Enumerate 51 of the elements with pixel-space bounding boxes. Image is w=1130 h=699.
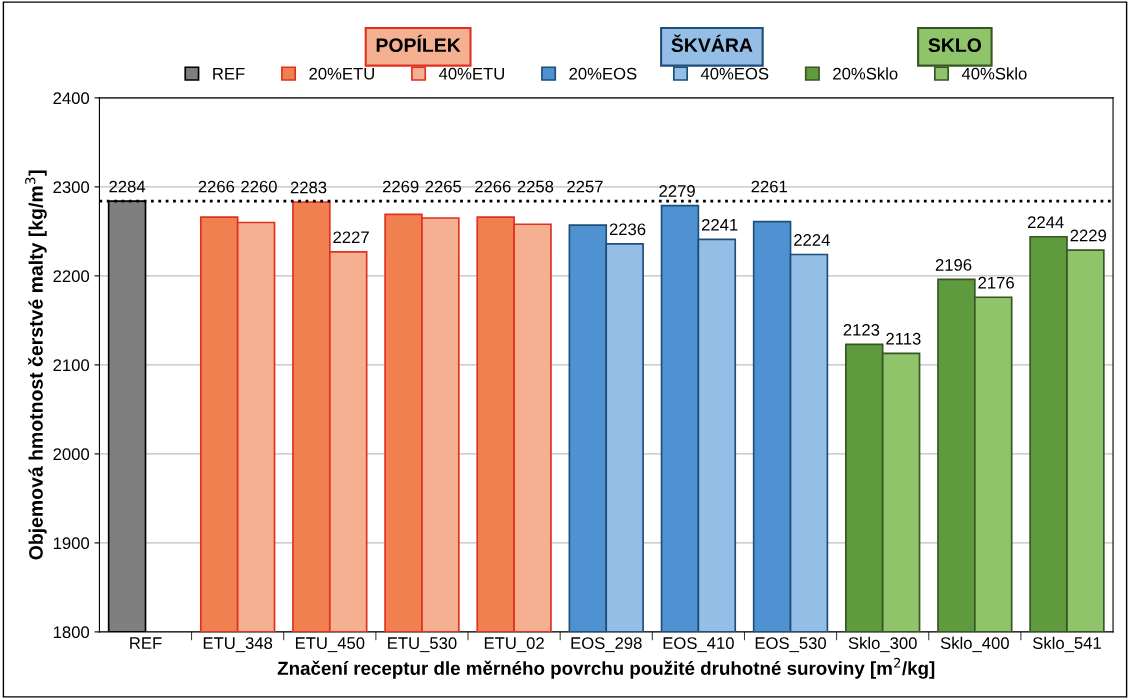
y-tick-label: 2300: [53, 181, 90, 194]
data-label: 2283: [290, 181, 327, 194]
data-label: 2265: [425, 180, 462, 193]
x-tick-label: REF: [130, 637, 162, 649]
x-tick-label: Sklo_400: [940, 636, 1009, 653]
x-tick-label: EOS_298: [571, 637, 642, 653]
data-label: 2261: [751, 180, 787, 193]
y-tick-label: 2000: [53, 448, 90, 461]
data-label: 2266: [198, 180, 235, 193]
text: ŠKVÁRA: [671, 34, 753, 53]
x-tick-label: ETU_02: [484, 637, 544, 653]
y-tick-label: 1800: [53, 626, 90, 639]
y-tick-label: 2400: [53, 92, 90, 105]
data-label: 2236: [609, 223, 646, 236]
data-label: 2227: [333, 231, 369, 244]
legend-label: 20%EOS: [569, 67, 637, 80]
legend-label: 20%ETU: [309, 67, 374, 80]
data-label: 2266: [475, 180, 511, 193]
data-label: 2241: [701, 218, 738, 231]
x-tick-label: ETU_530: [388, 637, 457, 653]
data-label: 2279: [659, 185, 695, 197]
x-axis-title: Značení receptur dle měrného povrchu použité druhotné suroviny [m$^{2}$/kg]: [277, 657, 935, 679]
data-label: 2258: [517, 180, 554, 193]
x-tick-label: Sklo_300: [848, 636, 917, 653]
text: POPÍLEK: [376, 34, 461, 53]
data-label: 2123: [843, 323, 880, 336]
legend-label: 40%ETU: [438, 67, 504, 80]
data-label: 2113: [886, 332, 921, 345]
y-tick-label: 2100: [53, 359, 90, 372]
x-tick-label: ETU_450: [295, 637, 365, 653]
x-tick-label: EOS_410: [663, 637, 734, 653]
y-tick-label: 2200: [53, 270, 90, 283]
legend-label: 40%EOS: [700, 67, 769, 80]
y-axis-title: Objemová hmotnost čerstvé malty [kg/m$^{3}$]: [25, 170, 47, 560]
x-tick-label: ETU_348: [203, 637, 273, 653]
x-tick-label: EOS_530: [755, 637, 827, 653]
data-label: 2284: [109, 180, 146, 193]
data-label: 2224: [794, 234, 830, 246]
data-label: 2257: [567, 180, 603, 193]
data-label: 2229: [1070, 229, 1107, 242]
data-label: 2244: [1027, 216, 1064, 228]
data-label: 2196: [935, 259, 972, 271]
data-label: 2176: [978, 276, 1014, 289]
legend-label: REF: [213, 67, 245, 80]
legend-label: 40%Sklo: [961, 67, 1027, 80]
x-tick-label: Sklo_541: [1032, 636, 1101, 653]
text: SKLO: [928, 38, 982, 53]
legend-label: 20%Sklo: [833, 67, 898, 80]
y-tick-label: 1900: [53, 537, 90, 550]
data-label: 2269: [382, 180, 419, 193]
data-label: 2260: [241, 180, 277, 193]
